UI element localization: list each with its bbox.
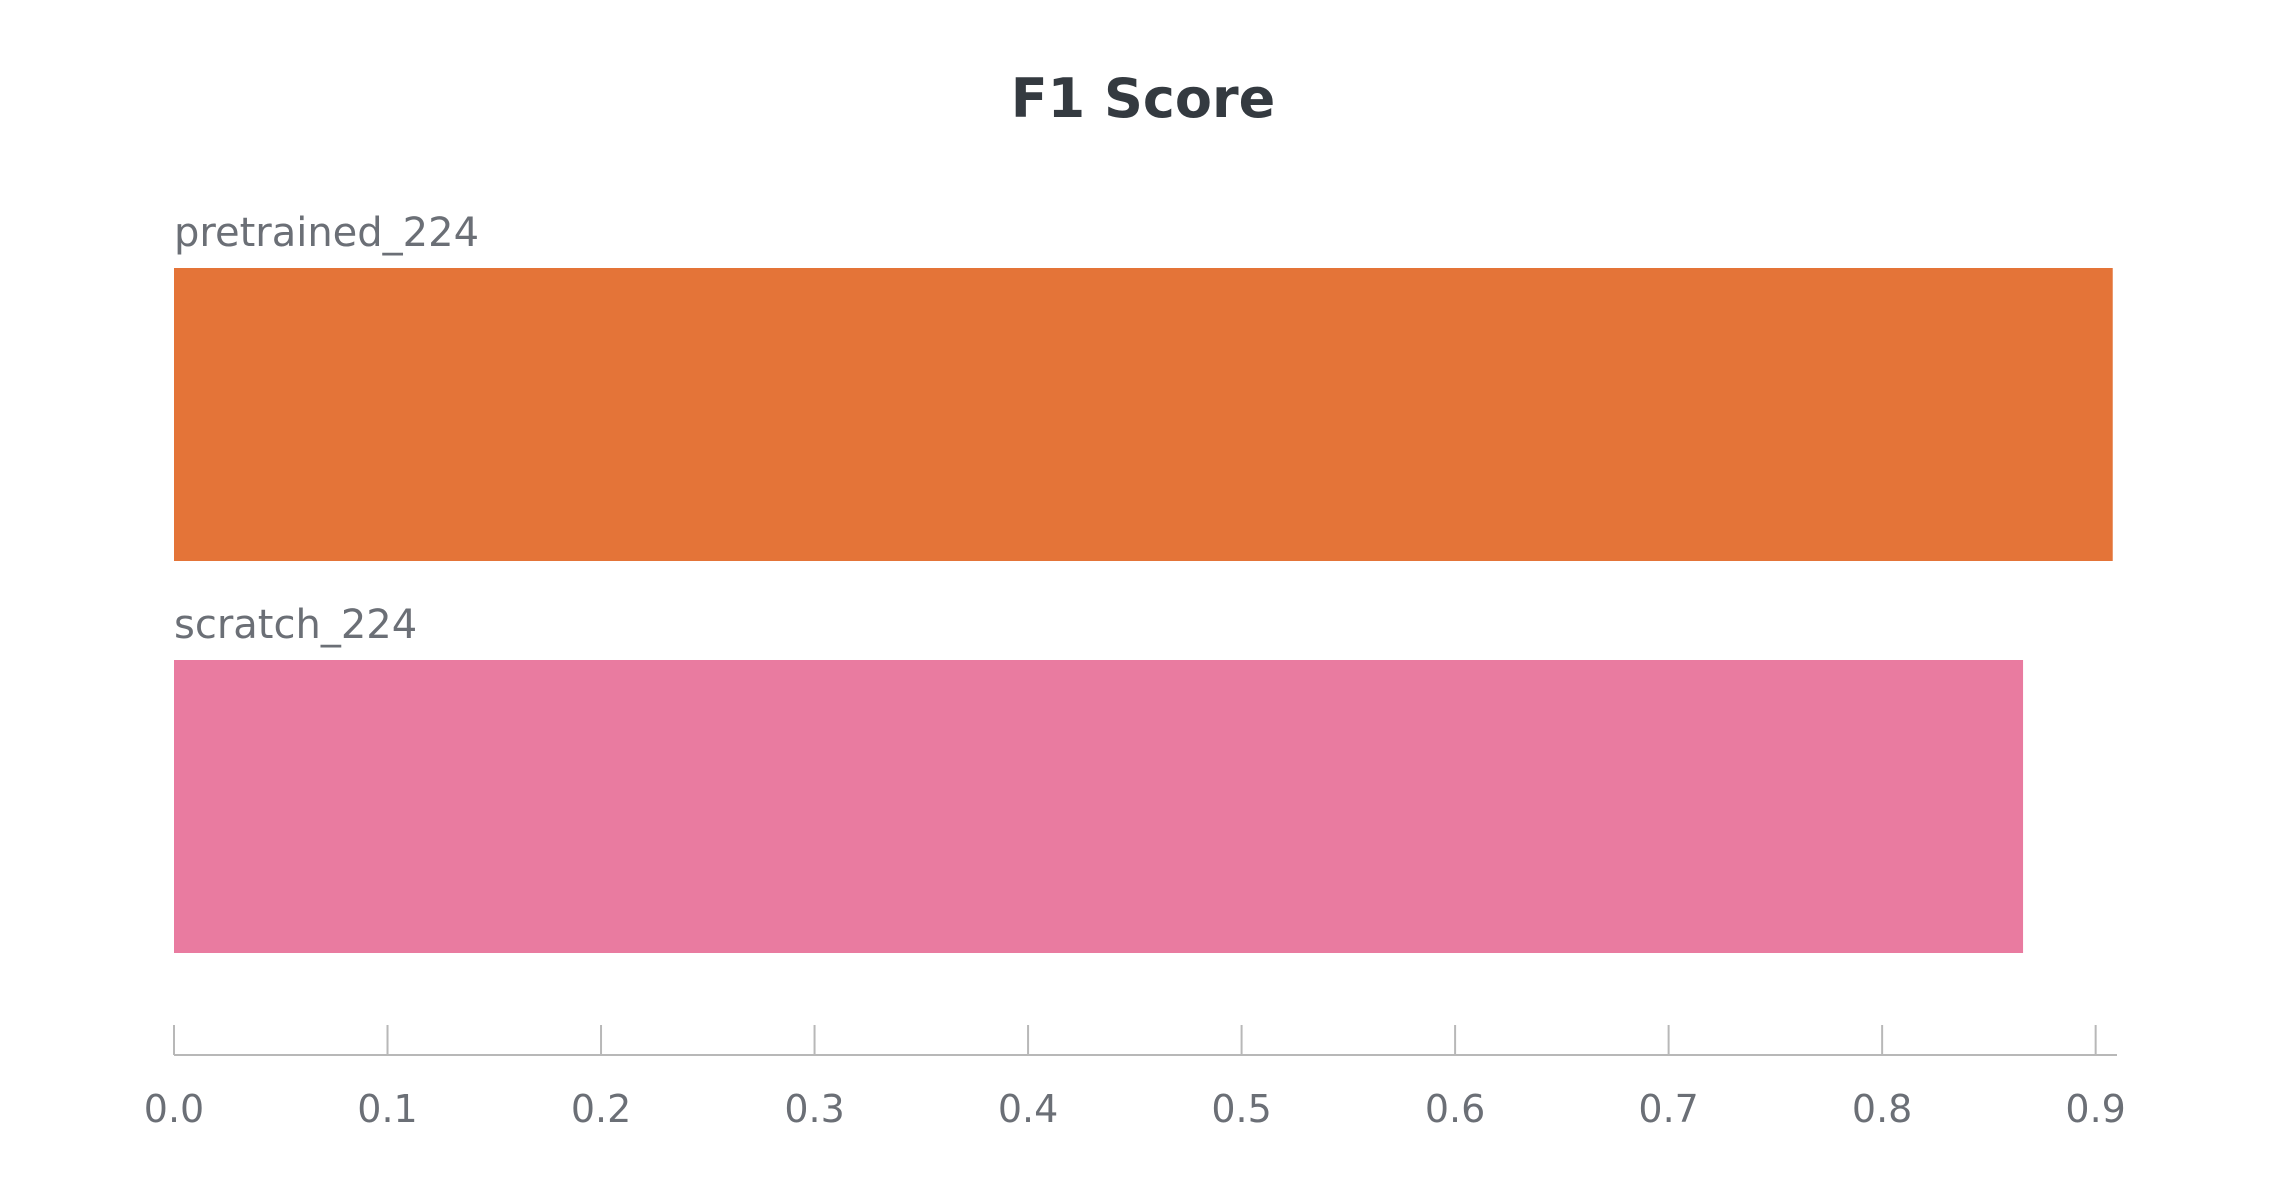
x-tick-label-0.2: 0.2 <box>571 1087 631 1131</box>
bars-group: pretrained_224 scratch_224 <box>174 210 2113 953</box>
x-tick-label-0.8: 0.8 <box>1852 1087 1912 1131</box>
x-tick-label-0.1: 0.1 <box>357 1087 417 1131</box>
x-tick-label-0.0: 0.0 <box>144 1087 204 1131</box>
chart-title: F1 Score <box>1011 67 1276 130</box>
bar-pretrained_224[interactable] <box>174 268 2113 561</box>
x-tick-label-0.7: 0.7 <box>1638 1087 1698 1131</box>
bar-label-pretrained_224: pretrained_224 <box>174 210 479 256</box>
x-axis: 0.0 0.1 0.2 0.3 0.4 0.5 0.6 0.7 0.8 0.9 <box>144 1025 2126 1131</box>
x-tick-label-0.6: 0.6 <box>1425 1087 1485 1131</box>
x-tick-label-0.4: 0.4 <box>998 1087 1058 1131</box>
x-tick-label-0.9: 0.9 <box>2065 1087 2125 1131</box>
x-tick-label-0.3: 0.3 <box>784 1087 844 1131</box>
bar-scratch_224[interactable] <box>174 660 2024 953</box>
bar-label-scratch_224: scratch_224 <box>174 602 417 648</box>
x-tick-label-0.5: 0.5 <box>1211 1087 1271 1131</box>
